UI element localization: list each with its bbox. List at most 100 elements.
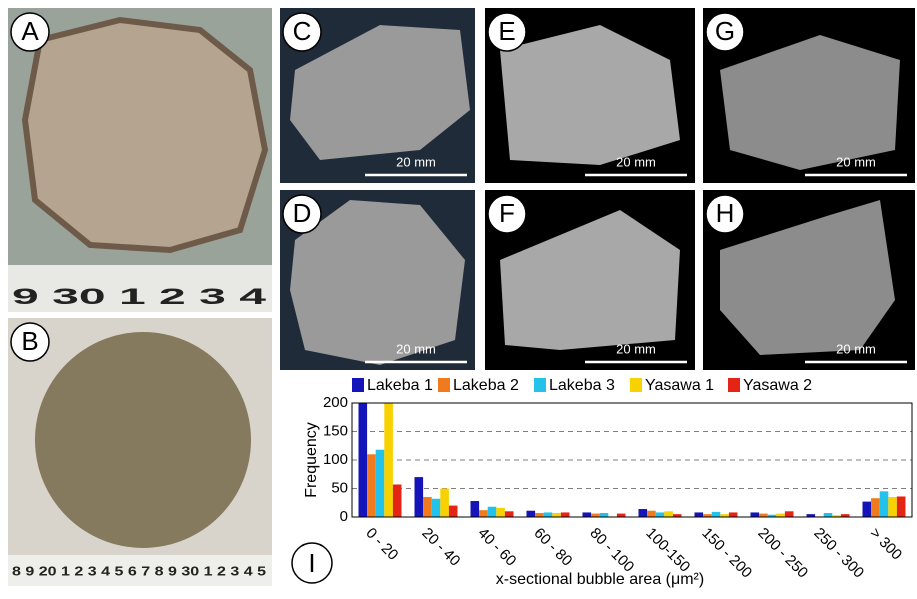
legend-swatch — [630, 378, 642, 392]
ruler-numbers: 8 9 20 1 2 3 4 5 6 7 8 9 30 1 2 3 4 5 — [12, 563, 266, 578]
x-tick-label: 80 - 100 — [586, 525, 637, 576]
legend-swatch — [534, 378, 546, 392]
rock — [35, 332, 251, 548]
bar — [440, 488, 449, 517]
legend-label: Yasawa 2 — [743, 377, 812, 394]
bar — [591, 513, 600, 517]
bar — [759, 513, 768, 517]
bar — [487, 506, 497, 517]
bar — [375, 449, 385, 517]
bar — [535, 513, 544, 517]
x-tick-label: 100-150 — [642, 525, 693, 576]
scale-bar-label: 20 mm — [616, 341, 656, 356]
ruler — [8, 555, 272, 586]
x-tick-label: 40 - 60 — [474, 525, 519, 570]
bar — [767, 514, 777, 517]
legend-label: Lakeba 2 — [453, 377, 519, 394]
bar — [655, 512, 665, 517]
bar — [479, 510, 488, 517]
panel-label-circle — [705, 12, 745, 52]
bar — [448, 505, 458, 517]
bar — [879, 491, 889, 517]
panel-label: A — [21, 16, 39, 46]
panel-label: H — [716, 198, 735, 228]
bar — [414, 477, 424, 517]
y-tick-label: 100 — [323, 451, 348, 468]
bar — [720, 514, 729, 517]
scale-bar-label: 20 mm — [616, 154, 656, 169]
y-axis-label: Frequency — [303, 422, 320, 498]
legend-label: Yasawa 1 — [645, 377, 714, 394]
panel-label: I — [308, 548, 315, 578]
bar — [616, 513, 626, 517]
bar — [560, 512, 570, 517]
panel-label-circle — [10, 12, 50, 52]
scale-bar-label: 20 mm — [836, 154, 876, 169]
scale-bar-label: 20 mm — [396, 154, 436, 169]
bar — [431, 498, 441, 517]
panel-label-circle — [487, 12, 527, 52]
bar — [728, 512, 738, 517]
bar — [694, 512, 704, 517]
bar — [823, 513, 833, 517]
panel-label: G — [715, 16, 735, 46]
chart: 0 50 100 150 200 Lakeba 1 Lakeba 2 Lakeba 3 Yasa… — [291, 377, 913, 588]
panel-label-circle — [705, 194, 745, 234]
bar — [367, 454, 376, 517]
bar — [552, 513, 561, 517]
y-tick-label: 200 — [323, 394, 348, 411]
panel-label-circle — [282, 194, 322, 234]
plot-frame — [351, 402, 913, 518]
ct-slice — [720, 35, 900, 170]
x-tick-label: 0 - 20 — [362, 525, 401, 564]
bar — [672, 514, 682, 517]
legend-swatch — [438, 378, 450, 392]
bar — [496, 507, 505, 517]
bar — [840, 514, 850, 517]
bar — [599, 513, 609, 517]
legend-label: Lakeba 1 — [367, 377, 433, 394]
ruler-numbers: 9 30 1 2 3 4 — [12, 284, 268, 309]
ct-slice — [720, 200, 895, 355]
rock — [21, 16, 269, 254]
bar — [896, 496, 906, 517]
legend-swatch — [352, 378, 364, 392]
bar — [582, 512, 592, 517]
x-tick-label: 250 - 300 — [810, 525, 867, 582]
bar — [784, 511, 794, 517]
legend-label: Lakeba 3 — [549, 377, 615, 394]
bar — [423, 497, 432, 517]
panel-label-circle — [291, 542, 333, 584]
bar — [358, 403, 368, 517]
x-axis-label: x-sectional bubble area (μm²) — [496, 571, 704, 588]
ct-slice — [500, 25, 680, 165]
legend-swatch — [728, 378, 740, 392]
bar — [504, 511, 514, 517]
panel-label-circle — [10, 322, 50, 362]
bar — [392, 484, 402, 517]
panel-labels: A 9 30 1 2 3 4 B 8 9 20 1 2 3 4 5 6 7 8 9 3… — [10, 12, 907, 578]
render — [290, 25, 470, 160]
bar — [888, 497, 897, 517]
x-tick-label: > 300 — [866, 525, 905, 564]
bar — [543, 512, 553, 517]
bar — [470, 501, 480, 517]
render — [290, 200, 465, 365]
bar — [806, 514, 816, 517]
panel-label: D — [293, 198, 312, 228]
bar — [638, 509, 648, 517]
x-tick-label: 150 - 200 — [698, 525, 755, 582]
ct-slice — [500, 210, 680, 350]
bar — [776, 513, 785, 517]
ruler — [8, 265, 272, 312]
bar — [526, 510, 536, 517]
bar — [664, 511, 673, 517]
scale-bar-label: 20 mm — [836, 341, 876, 356]
panel-label: C — [293, 16, 312, 46]
panel-label: E — [498, 16, 515, 46]
bar — [832, 515, 841, 517]
y-tick-label: 50 — [331, 479, 348, 496]
y-tick-label: 0 — [340, 508, 348, 525]
bar — [871, 498, 880, 517]
panel-label-circle — [487, 194, 527, 234]
